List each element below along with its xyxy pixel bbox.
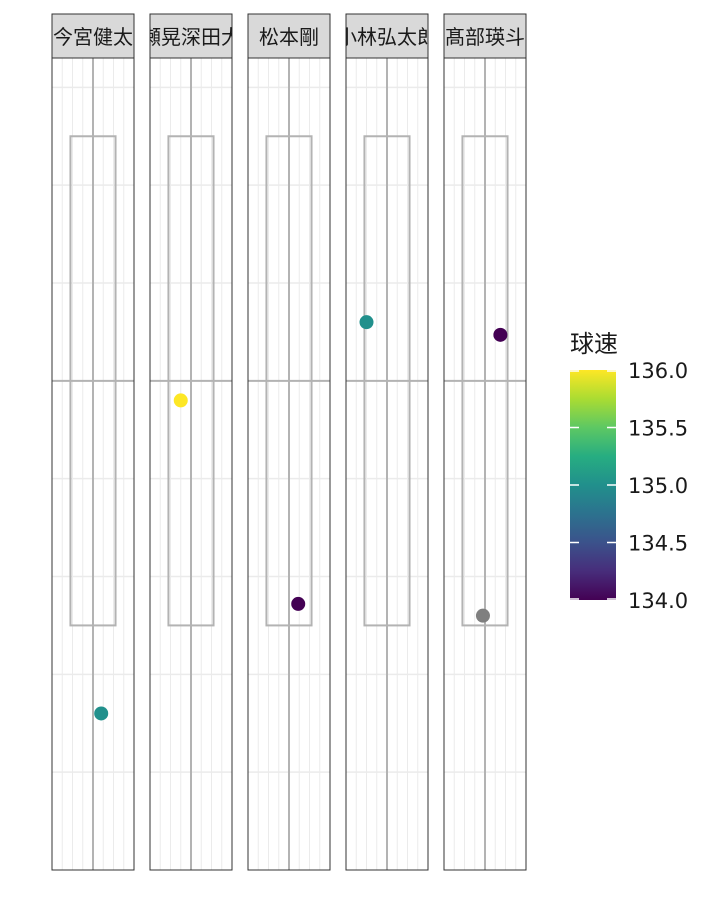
legend-tick-label: 134.0 xyxy=(628,589,688,613)
panel-border xyxy=(345,57,429,871)
facet-label: 川瀬晃深田大翔 xyxy=(121,25,261,49)
facet-panel: 川瀬晃深田大翔 xyxy=(121,13,261,871)
facet-label: 今宮健太 xyxy=(53,25,133,49)
facet-label: 松本剛 xyxy=(259,25,319,49)
data-point xyxy=(475,608,490,623)
data-point xyxy=(493,327,508,342)
data-point xyxy=(291,596,306,611)
facet-label: 小林弘太郎 xyxy=(337,25,437,49)
legend-tick-label: 135.0 xyxy=(628,474,688,498)
facet-strip xyxy=(345,13,429,59)
legend-title: 球速 xyxy=(570,330,618,358)
legend-ticks: 136.0 135.5 135.0 134.5 134.0 xyxy=(570,359,688,613)
panel-border xyxy=(149,57,233,871)
panel-border xyxy=(51,57,135,871)
data-point xyxy=(173,393,188,408)
facet-panel: 松本剛 xyxy=(247,13,331,871)
legend-tick-label: 134.5 xyxy=(628,532,688,556)
facet-panel: 小林弘太郎 xyxy=(337,13,437,871)
facet-strip xyxy=(443,13,527,59)
panel-border xyxy=(247,57,331,871)
data-point xyxy=(94,706,109,721)
facet-label: 髙部瑛斗 xyxy=(445,25,525,49)
legend-tick-label: 135.5 xyxy=(628,417,688,441)
facet-strip xyxy=(51,13,135,59)
data-point xyxy=(359,315,374,330)
panel-border xyxy=(443,57,527,871)
facet-panel: 今宮健太 xyxy=(51,13,135,871)
color-legend: 球速 136.0 135.5 135.0 134.5 134.0 xyxy=(570,330,688,613)
facet-panel: 髙部瑛斗 xyxy=(443,13,527,871)
legend-tick-label: 136.0 xyxy=(628,359,688,383)
